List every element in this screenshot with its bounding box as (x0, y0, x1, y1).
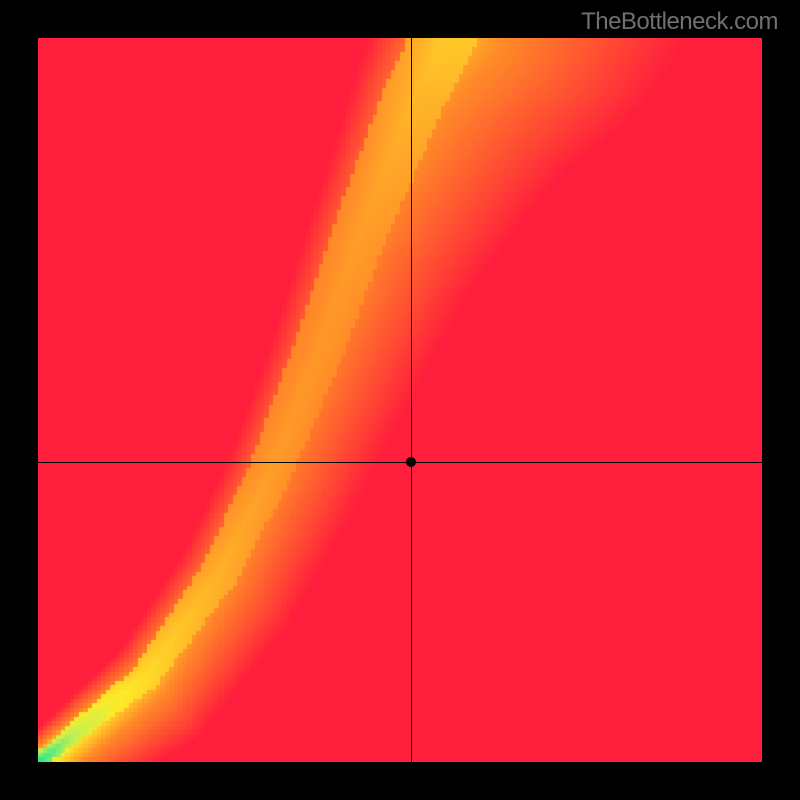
watermark-text: TheBottleneck.com (581, 8, 778, 36)
chart-container: TheBottleneck.com (0, 0, 800, 800)
crosshair-vertical (411, 38, 412, 762)
crosshair-marker (406, 457, 416, 467)
plot-area (38, 38, 762, 762)
crosshair-horizontal (38, 462, 762, 463)
heatmap-canvas (38, 38, 762, 762)
